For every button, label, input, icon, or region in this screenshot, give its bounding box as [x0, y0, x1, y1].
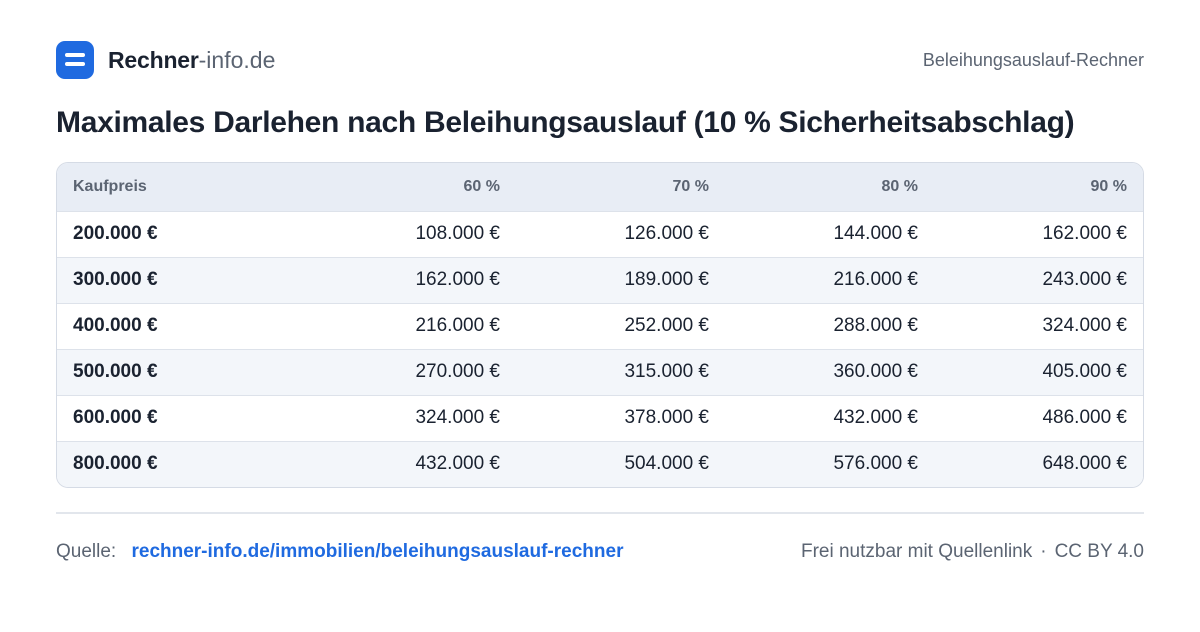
menu-icon [56, 41, 94, 79]
separator: · [1040, 541, 1047, 562]
loan-cell: 432.000 € [725, 394, 934, 441]
loan-cell: 108.000 € [307, 210, 516, 257]
purchase-price-cell: 300.000 € [57, 256, 307, 303]
table-header-row: Kaufpreis 60 % 70 % 80 % 90 % [57, 163, 1143, 211]
loan-cell: 252.000 € [516, 302, 725, 349]
table-row: 600.000 € 324.000 € 378.000 € 432.000 € … [57, 394, 1143, 441]
table-row: 400.000 € 216.000 € 252.000 € 288.000 € … [57, 302, 1143, 349]
loan-cell: 216.000 € [307, 302, 516, 349]
source-label: Quelle: [56, 541, 117, 562]
purchase-price-cell: 200.000 € [57, 210, 307, 257]
loan-cell: 126.000 € [516, 210, 725, 257]
loan-cell: 486.000 € [934, 394, 1143, 441]
footer: Quelle: rechner-info.de/immobilien/belei… [56, 538, 1144, 566]
loan-cell: 405.000 € [934, 348, 1143, 395]
purchase-price-cell: 800.000 € [57, 440, 307, 487]
source: Quelle: rechner-info.de/immobilien/belei… [56, 541, 623, 563]
calculator-name: Beleihungsauslauf-Rechner [922, 49, 1144, 70]
loan-cell: 324.000 € [307, 394, 516, 441]
license-info: Frei nutzbar mit Quellenlink · CC BY 4.0 [801, 541, 1144, 563]
brand-domain: -info.de [198, 46, 276, 73]
loan-cell: 144.000 € [725, 210, 934, 257]
loan-cell: 270.000 € [307, 348, 516, 395]
loan-cell: 504.000 € [516, 440, 725, 487]
table-row: 500.000 € 270.000 € 315.000 € 360.000 € … [57, 348, 1143, 395]
brand-name: Rechner [108, 46, 199, 73]
column-header-80: 80 % [725, 163, 934, 211]
loan-table: Kaufpreis 60 % 70 % 80 % 90 % 200.000 € … [56, 162, 1144, 488]
divider [56, 512, 1144, 514]
loan-cell: 432.000 € [307, 440, 516, 487]
loan-cell: 648.000 € [934, 440, 1143, 487]
loan-cell: 162.000 € [307, 256, 516, 303]
table-row: 200.000 € 108.000 € 126.000 € 144.000 € … [57, 210, 1143, 257]
license-text: Frei nutzbar mit Quellenlink [800, 541, 1033, 562]
column-header-60: 60 % [307, 163, 516, 211]
loan-cell: 162.000 € [934, 210, 1143, 257]
brand[interactable]: Rechner -info.de [56, 41, 275, 79]
header: Rechner -info.de Beleihungsauslauf-Rechn… [56, 40, 1144, 80]
loan-cell: 216.000 € [725, 256, 934, 303]
column-header-70: 70 % [516, 163, 725, 211]
column-header-kaufpreis: Kaufpreis [57, 163, 307, 211]
loan-cell: 324.000 € [934, 302, 1143, 349]
loan-cell: 243.000 € [934, 256, 1143, 303]
page-title: Maximales Darlehen nach Beleihungsauslau… [56, 106, 1075, 139]
license-name: CC BY 4.0 [1054, 541, 1144, 562]
purchase-price-cell: 600.000 € [57, 394, 307, 441]
table-row: 800.000 € 432.000 € 504.000 € 576.000 € … [57, 440, 1143, 487]
source-link[interactable]: rechner-info.de/immobilien/beleihungsaus… [131, 541, 624, 562]
loan-cell: 288.000 € [725, 302, 934, 349]
purchase-price-cell: 500.000 € [57, 348, 307, 395]
loan-cell: 189.000 € [516, 256, 725, 303]
loan-cell: 378.000 € [516, 394, 725, 441]
loan-cell: 315.000 € [516, 348, 725, 395]
loan-cell: 360.000 € [725, 348, 934, 395]
table-row: 300.000 € 162.000 € 189.000 € 216.000 € … [57, 256, 1143, 303]
column-header-90: 90 % [934, 163, 1143, 211]
loan-cell: 576.000 € [725, 440, 934, 487]
purchase-price-cell: 400.000 € [57, 302, 307, 349]
